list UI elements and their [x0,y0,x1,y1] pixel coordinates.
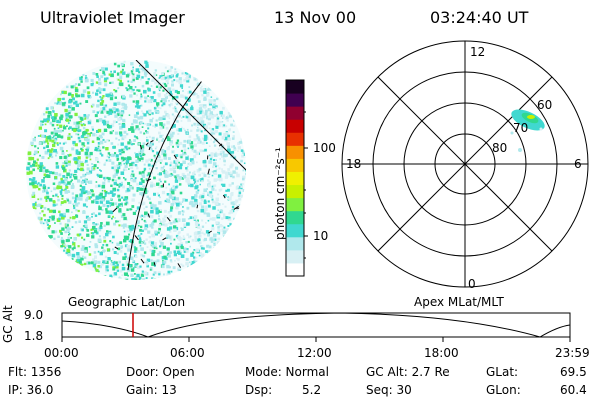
colorbar-tick-label: 10 [313,229,329,243]
colorbar-swatch [286,106,304,120]
altitude-tick: 9.0 [24,308,44,322]
time-tick: 23:59 [555,346,590,360]
altitude-tick: 1.8 [24,329,44,343]
time-tick: 00:00 [44,346,79,360]
colorbar-swatch [286,119,304,133]
meridian-line [127,60,218,271]
auroral-image-disk [26,60,246,280]
colorbar-swatch [286,249,304,264]
colorbar-swatch [286,132,304,146]
time-label: 03:24:40 UT [430,8,529,27]
glon-value: 60.4 [560,383,587,397]
door-info: Door: Open [126,365,195,379]
time-tick: 18:00 [424,346,459,360]
color-bar [285,79,308,277]
colorbar-swatch [286,184,304,199]
glon-label: GLon: [486,383,521,397]
colorbar-swatch [286,80,304,94]
gc-alt-info: GC Alt: 2.7 Re [366,365,450,379]
colorbar-swatch [286,210,304,225]
glat-value: 69.5 [560,365,587,379]
mlt-label-12: 12 [470,45,486,59]
colorbar-swatch [286,197,304,212]
colorbar-swatch [286,236,304,251]
mlat-label-80: 80 [492,141,508,155]
colorbar-swatch [286,158,304,172]
colorbar-swatch [286,93,304,107]
gain-info: Gain: 13 [126,383,177,397]
geographic-panel-label: Geographic Lat/Lon [68,295,186,309]
apex-panel-label: Apex MLat/MLT [414,295,504,309]
dsp-value: 5.2 [302,383,322,397]
ip-info: IP: 36.0 [8,383,54,397]
altitude-strip [61,312,571,342]
dsp-label: Dsp: [245,383,273,397]
colorbar-unit-label: photon cm⁻²s⁻¹ [273,147,287,240]
glat-label: GLat: [486,365,519,379]
mlt-label-0: 0 [468,277,476,291]
colorbar-swatch [286,145,304,159]
mlt-label-18: 18 [346,157,362,171]
colorbar-swatch [286,223,304,238]
mode-info: Mode: Normal [245,365,329,379]
colorbar-swatch [286,262,304,277]
meridian-line [135,60,246,171]
mlt-label-6: 6 [574,157,582,171]
instrument-title: Ultraviolet Imager [40,8,185,27]
time-tick: 12:00 [297,346,332,360]
seq-info: Seq: 30 [366,383,412,397]
date-label: 13 Nov 00 [274,8,357,27]
time-tick: 06:00 [170,346,205,360]
flight-info: Flt: 1356 [8,365,62,379]
mlat-label-60: 60 [537,98,553,112]
polar-aurora-patch [510,109,545,152]
polar-mlt-plot [341,40,589,288]
colorbar-swatch [286,171,304,186]
altitude-ylabel: GC Alt [1,305,15,343]
mlat-label-70: 70 [513,121,529,135]
colorbar-tick-label: 100 [313,141,336,155]
